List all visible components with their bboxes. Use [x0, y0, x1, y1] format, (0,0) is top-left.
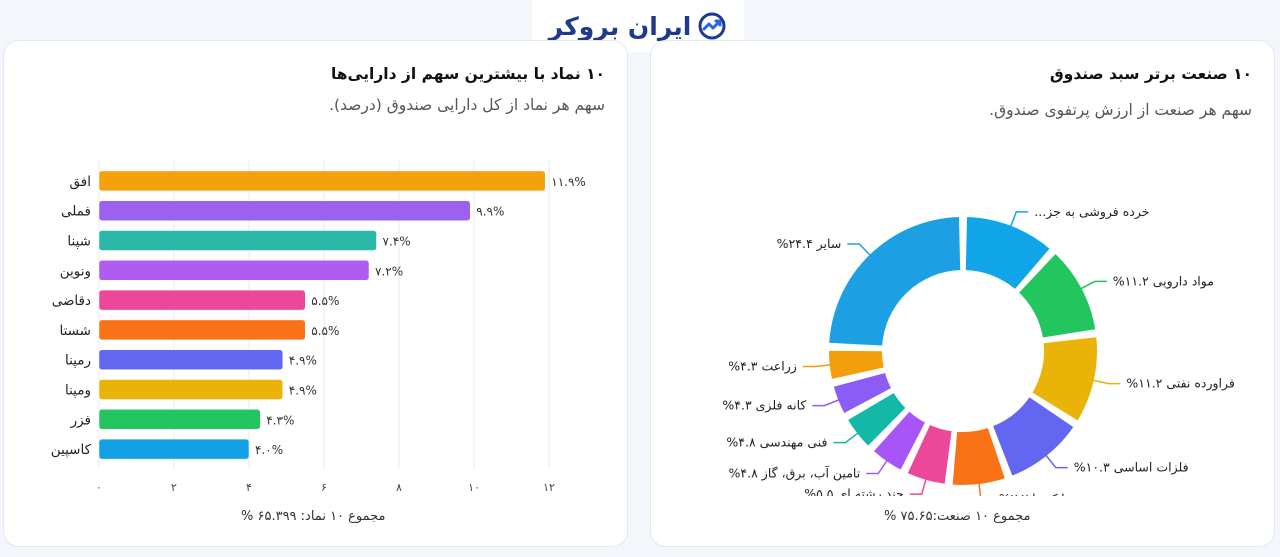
leader-line — [802, 364, 831, 368]
brand-name: ایران بروکر — [548, 11, 692, 41]
bar-category-label: فزر — [70, 412, 91, 428]
donut-slice — [827, 215, 963, 348]
donut-slice — [827, 348, 886, 382]
bar-category-label: رمپنا — [65, 353, 91, 369]
bar-value-label: ۴.۹% — [289, 384, 317, 398]
x-tick-label: ۱۰ — [468, 481, 480, 491]
x-tick-label: ۶ — [321, 481, 327, 491]
slice-label: فنی مهندسی ۴.۸% — [726, 435, 827, 451]
slice-label: چند رشته ای ۵.۵% — [804, 486, 904, 496]
left-panel-title: ۱۰ نماد با بیشترین سهم از دارایی‌ها — [330, 65, 605, 83]
bar — [98, 319, 306, 341]
right-panel-footer: مجموع ۱۰ صنعت:۷۵.۶۵ % — [884, 509, 1031, 524]
slice-label: بانک ها ۷.۲% — [999, 491, 1069, 496]
donut-slice — [1030, 335, 1099, 423]
donut-slice — [845, 390, 908, 449]
x-tick-label: ۴ — [246, 481, 252, 491]
bar-value-label: ۹.۹% — [476, 205, 504, 219]
bar-value-label: ۴.۹% — [289, 354, 317, 368]
x-tick-label: ۱۲ — [543, 481, 555, 491]
bar-category-label: شستا — [59, 323, 91, 339]
bar — [98, 349, 283, 370]
x-tick-label: ۲ — [171, 481, 177, 491]
bar-category-label: کاسپین — [51, 442, 92, 458]
leader-line — [812, 399, 840, 407]
bar-category-label: فملی — [61, 204, 91, 220]
symbols-bar-chart: ۰ ۲ ۴ ۶ ۸ ۱۰ ۱۲ افق ۱۱.۹% فملی ۹.۹% شپنا ۷.۴% ونوین ۷.… — [51, 161, 586, 491]
bar-value-label: ۴.۰% — [255, 443, 283, 457]
bar — [98, 438, 250, 460]
leader-line — [978, 482, 982, 496]
donut-slice — [831, 370, 894, 416]
bar-value-label: ۵.۵% — [311, 324, 339, 338]
leader-line — [1092, 379, 1121, 385]
donut-slice — [950, 425, 1008, 487]
x-tick-label: ۸ — [396, 481, 402, 491]
slice-label: مواد دارویی ۱۱.۲% — [1113, 273, 1214, 289]
leader-line — [1080, 280, 1107, 290]
leader-line — [833, 432, 859, 444]
leader-line — [909, 478, 927, 495]
bar-value-label: ۵.۵% — [311, 294, 339, 308]
slice-label: خرده فروشی به جز... — [1034, 204, 1149, 220]
bar-value-label: ۷.۲% — [375, 264, 403, 278]
x-tick-label: ۰ — [96, 481, 102, 491]
bar — [98, 379, 283, 400]
donut-slice — [905, 422, 954, 486]
top-symbols-card: ۱۰ نماد با بیشترین سهم از دارایی‌ها سهم … — [3, 40, 628, 547]
bar-category-label: افق — [70, 174, 91, 190]
slice-label: سایر ۲۴.۴% — [777, 236, 842, 252]
trend-arrow-icon — [698, 12, 726, 40]
slice-label: زراعت ۴.۳% — [728, 358, 797, 374]
right-panel-subtitle: سهم هر صنعت از ارزش پرتفوی صندوق. — [989, 101, 1252, 119]
industries-donut-chart: خرده فروشی به جز... مواد دارویی ۱۱.۲% فراو… — [722, 204, 1235, 496]
bar-category-label: ونوین — [60, 263, 91, 279]
bar-value-label: ۱۱.۹% — [551, 175, 586, 189]
right-panel-title: ۱۰ صنعت برتر سبد صندوق — [1049, 65, 1252, 83]
bar-category-label: شپنا — [67, 234, 91, 250]
slice-label: فلزات اساسی ۱۰.۳% — [1074, 460, 1189, 476]
top-industries-card: ۱۰ صنعت برتر سبد صندوق سهم هر صنعت از ار… — [650, 40, 1275, 547]
left-panel-subtitle: سهم هر نماد از کل دارایی صندوق (درصد). — [329, 96, 605, 114]
bar — [98, 230, 377, 251]
bar-category-label: ومپنا — [65, 383, 91, 399]
bar — [98, 170, 546, 192]
leader-line — [847, 243, 871, 257]
slice-label: کانه فلزی ۴.۳% — [722, 398, 806, 414]
bar-category-label: دقاضی — [52, 293, 91, 309]
leader-line — [1045, 454, 1068, 469]
slice-label: تامین آب، برق، گاز ۴.۸% — [729, 466, 861, 482]
bar-value-label: ۷.۴% — [383, 235, 411, 249]
slice-label: فراورده نفتی ۱۱.۲% — [1126, 376, 1235, 392]
left-panel-footer: مجموع ۱۰ نماد: ۶۵.۳۹۹ % — [241, 509, 386, 524]
bar-value-label: ۴.۳% — [266, 413, 294, 427]
bar — [98, 289, 306, 311]
donut-slice — [1016, 251, 1098, 340]
leader-line — [1009, 211, 1029, 228]
bar — [98, 409, 261, 430]
bar — [98, 260, 370, 281]
donut-slice — [963, 215, 1052, 292]
donut-slice — [871, 409, 928, 472]
bar — [98, 200, 471, 221]
donut-slice — [990, 394, 1076, 478]
leader-line — [866, 459, 888, 475]
